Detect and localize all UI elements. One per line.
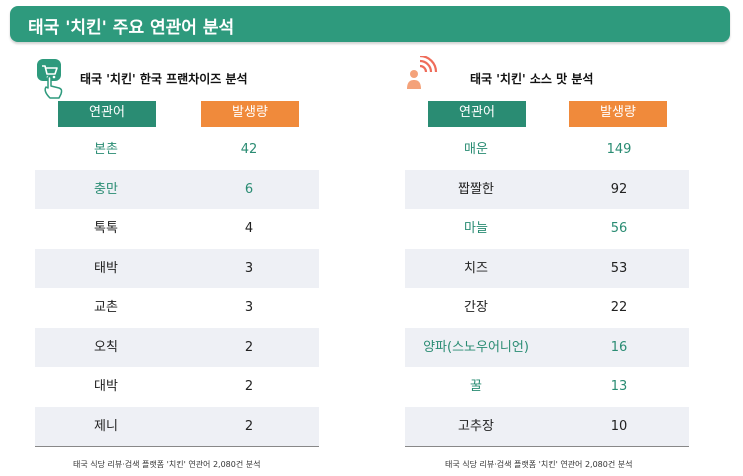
table-row: 교촌 3: [35, 288, 319, 328]
franchise-footnote: 태국 식당 리뷰·검색 플랫폼 '치킨' 연관어 2,080건 분석: [73, 460, 261, 469]
count-cell: 3: [244, 260, 254, 276]
table-row: 대박 2: [35, 367, 319, 407]
table-row: 제니 2: [35, 406, 319, 446]
keyword-cell: 꿀: [470, 379, 482, 394]
keyword-cell: 매운: [464, 142, 488, 157]
keyword-cell: 태박: [94, 260, 118, 276]
franchise-panel: 태국 '치킨' 한국 프랜차이즈 분석 연관어 발생량 본촌 42 충만 6 톡톡 4 태박…: [20, 56, 320, 476]
count-cell: 56: [610, 221, 628, 236]
franchise-panel-title: 태국 '치킨' 한국 프랜차이즈 분석: [80, 72, 248, 86]
keyword-cell: 대박: [94, 379, 118, 394]
table-row: 충만 6: [35, 169, 319, 209]
table-row: 톡톡 4: [35, 209, 319, 249]
keyword-cell: 간장: [464, 300, 488, 315]
keyword-cell: 고추장: [458, 418, 494, 434]
count-cell: 22: [610, 300, 628, 315]
person-signal-icon: [407, 56, 438, 89]
franchise-table: 본촌 42 충만 6 톡톡 4 태박 3 교촌 3 오칙 2 대박 2 제니 2: [35, 130, 319, 446]
count-cell: 16: [610, 339, 628, 355]
table-row: 매운 149: [405, 130, 689, 170]
keyword-cell: 양파(스노우어니언): [423, 339, 529, 355]
table-row: 오칙 2: [35, 327, 319, 367]
table-row: 본촌 42: [35, 130, 319, 170]
keyword-cell: 톡톡: [94, 221, 118, 236]
count-cell: 53: [610, 260, 628, 276]
count-cell: 13: [610, 379, 628, 394]
sauce-table: 매운 149 짭짤한 92 마늘 56 치즈 53 간장 22 양파(스노우어니언) 16 꿀 13 고추장…: [405, 130, 689, 446]
count-cell: 2: [244, 339, 254, 355]
page-title: 태국 '치킨' 주요 연관어 분석: [28, 18, 235, 38]
keyword-cell: 치즈: [464, 260, 488, 276]
keyword-cell: 본촌: [94, 142, 118, 157]
table-row: 태박 3: [35, 248, 319, 288]
keyword-cell: 충만: [94, 181, 118, 197]
sauce-footnote: 태국 식당 리뷰·검색 플랫폼 '치킨' 연관어 2,080건 분석: [445, 460, 633, 469]
table-row: 꿀 13: [405, 367, 689, 407]
keyword-cell: 오칙: [94, 339, 118, 355]
count-cell: 2: [244, 379, 254, 394]
table-bottom-rule: [35, 446, 319, 447]
title-banner: 태국 '치킨' 주요 연관어 분석: [10, 6, 730, 42]
table-row: 마늘 56: [405, 209, 689, 249]
keyword-header: 연관어: [428, 101, 526, 127]
count-cell: 10: [610, 418, 628, 434]
sauce-panel-title: 태국 '치킨' 소스 맛 분석: [470, 72, 594, 86]
count-header: 발생량: [201, 101, 299, 127]
table-row: 짭짤한 92: [405, 169, 689, 209]
sauce-panel: 태국 '치킨' 소스 맛 분석 연관어 발생량 매운 149 짭짤한 92 마늘 56 치즈…: [390, 56, 690, 476]
cart-hand-icon: [37, 59, 63, 99]
count-cell: 92: [610, 181, 628, 197]
keyword-cell: 마늘: [464, 221, 488, 236]
table-row: 치즈 53: [405, 248, 689, 288]
table-row: 간장 22: [405, 288, 689, 328]
count-cell: 3: [244, 300, 254, 315]
keyword-cell: 제니: [94, 418, 118, 434]
table-bottom-rule: [405, 446, 689, 447]
count-cell: 2: [244, 418, 254, 434]
keyword-header: 연관어: [58, 101, 156, 127]
keyword-cell: 짭짤한: [458, 181, 494, 197]
table-row: 고추장 10: [405, 406, 689, 446]
count-cell: 6: [244, 181, 254, 197]
count-cell: 149: [606, 142, 632, 157]
count-header: 발생량: [569, 101, 667, 127]
table-row: 양파(스노우어니언) 16: [405, 327, 689, 367]
count-cell: 42: [240, 142, 258, 157]
count-cell: 4: [244, 221, 254, 236]
keyword-cell: 교촌: [94, 300, 118, 315]
